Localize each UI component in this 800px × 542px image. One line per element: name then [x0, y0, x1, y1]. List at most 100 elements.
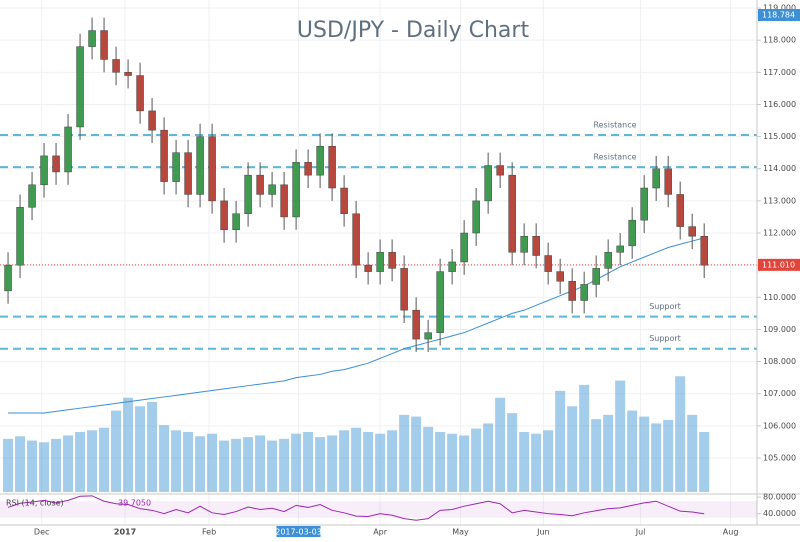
- candle-body: [220, 200, 228, 231]
- level-label: Resistance: [593, 120, 636, 129]
- y-tick-label: 109.000: [763, 325, 796, 334]
- candle-body: [244, 174, 252, 214]
- rsi-line: [7, 495, 705, 521]
- volume-layer: [3, 376, 710, 492]
- candle-body: [340, 187, 348, 214]
- candle-body: [112, 59, 120, 73]
- y-tick-label: 114.000: [763, 164, 796, 173]
- moving-average: [8, 237, 705, 414]
- volume-bar: [195, 436, 206, 492]
- volume-bar: [231, 438, 242, 492]
- volume-bar: [519, 432, 530, 492]
- y-tick-label: 118.000: [763, 36, 796, 45]
- volume-bar: [51, 438, 62, 492]
- volume-bar: [399, 414, 410, 492]
- x-tick-label: Dec: [34, 528, 49, 537]
- level-label: Resistance: [593, 153, 636, 162]
- candle-body: [388, 252, 396, 269]
- x-tick-highlight: [276, 526, 321, 537]
- candle-body: [16, 207, 24, 266]
- volume-bar: [159, 425, 170, 492]
- volume-bar: [627, 410, 638, 492]
- x-tick-label: Jul: [635, 528, 646, 537]
- volume-bar: [111, 410, 122, 492]
- volume-bar: [99, 427, 110, 492]
- candle-body: [628, 219, 636, 247]
- rsi-band: [0, 501, 757, 518]
- volume-bar: [579, 384, 590, 492]
- candle-body: [604, 252, 612, 269]
- candle-body: [460, 232, 468, 263]
- rsi-tick-label: 40.0000: [763, 509, 796, 518]
- volume-bar: [27, 440, 38, 492]
- volume-bar: [387, 430, 398, 492]
- candle-body: [412, 309, 420, 340]
- candle-body: [568, 280, 576, 301]
- chart-title: USD/JPY - Daily Chart: [297, 18, 530, 43]
- volume-bar: [411, 416, 422, 492]
- volume-bar: [543, 430, 554, 492]
- level-label: Support: [649, 302, 681, 311]
- volume-bar: [639, 416, 650, 492]
- high-marker-label: 118.784: [762, 10, 795, 19]
- candle-body: [472, 200, 480, 234]
- volume-bar: [39, 442, 50, 492]
- y-tick-label: 113.000: [763, 196, 796, 205]
- candle-body: [544, 255, 552, 272]
- candle-body: [616, 245, 624, 253]
- candle-body: [40, 155, 48, 186]
- last-price-box: [758, 258, 800, 271]
- candle-body: [652, 168, 660, 189]
- axes-layer: 105.000 106.000 107.000 108.000 109.000 110.0…: [34, 4, 800, 537]
- y-tick-label: 112.000: [763, 229, 796, 238]
- volume-bar: [351, 427, 362, 492]
- rsi-value: 39.7050: [118, 499, 151, 508]
- volume-bar: [687, 414, 698, 492]
- candle-body: [28, 184, 36, 208]
- candle-body: [700, 235, 708, 266]
- y-tick-label: 115.000: [763, 132, 796, 141]
- candle-body: [352, 213, 360, 266]
- volume-bar: [279, 438, 290, 492]
- x-tick-label: May: [452, 528, 469, 537]
- y-tick-label: 106.000: [763, 421, 796, 430]
- candle-body: [580, 284, 588, 301]
- candle-body: [664, 168, 672, 195]
- volume-bar: [75, 432, 86, 492]
- volume-bar: [507, 413, 518, 492]
- volume-bar: [663, 420, 674, 492]
- x-tick-label: 2017-03-03: [275, 528, 322, 537]
- y-tick-label: 119.000: [763, 4, 796, 13]
- candle-body: [256, 174, 264, 195]
- volume-bar: [207, 433, 218, 492]
- volume-bar: [603, 414, 614, 492]
- candle-body: [136, 75, 144, 112]
- volume-bar: [375, 433, 386, 492]
- candle-body: [688, 226, 696, 237]
- volume-bar: [183, 432, 194, 492]
- candle-body: [184, 152, 192, 195]
- volume-bar: [123, 397, 134, 492]
- candle-body: [280, 184, 288, 218]
- x-tick-label: Feb: [202, 528, 216, 537]
- candle-body: [520, 235, 528, 253]
- volume-bar: [303, 432, 314, 492]
- volume-bar: [15, 436, 26, 492]
- y-tick-label: 117.000: [763, 68, 796, 77]
- high-marker-box: [758, 8, 800, 21]
- candle-body: [640, 187, 648, 221]
- volume-bar: [567, 406, 578, 492]
- candle-body: [148, 110, 156, 131]
- volume-bar: [675, 376, 686, 492]
- candle-body: [376, 252, 384, 272]
- candle-body: [268, 184, 276, 195]
- x-tick-label: 2017: [114, 528, 136, 537]
- price-layer: Resistance Resistance Support Support: [0, 17, 757, 414]
- candle-body: [304, 162, 312, 176]
- volume-bar: [699, 432, 710, 492]
- volume-bar: [555, 390, 566, 492]
- y-tick-label: 116.000: [763, 100, 796, 109]
- candle-body: [400, 268, 408, 311]
- candle-body: [316, 145, 324, 176]
